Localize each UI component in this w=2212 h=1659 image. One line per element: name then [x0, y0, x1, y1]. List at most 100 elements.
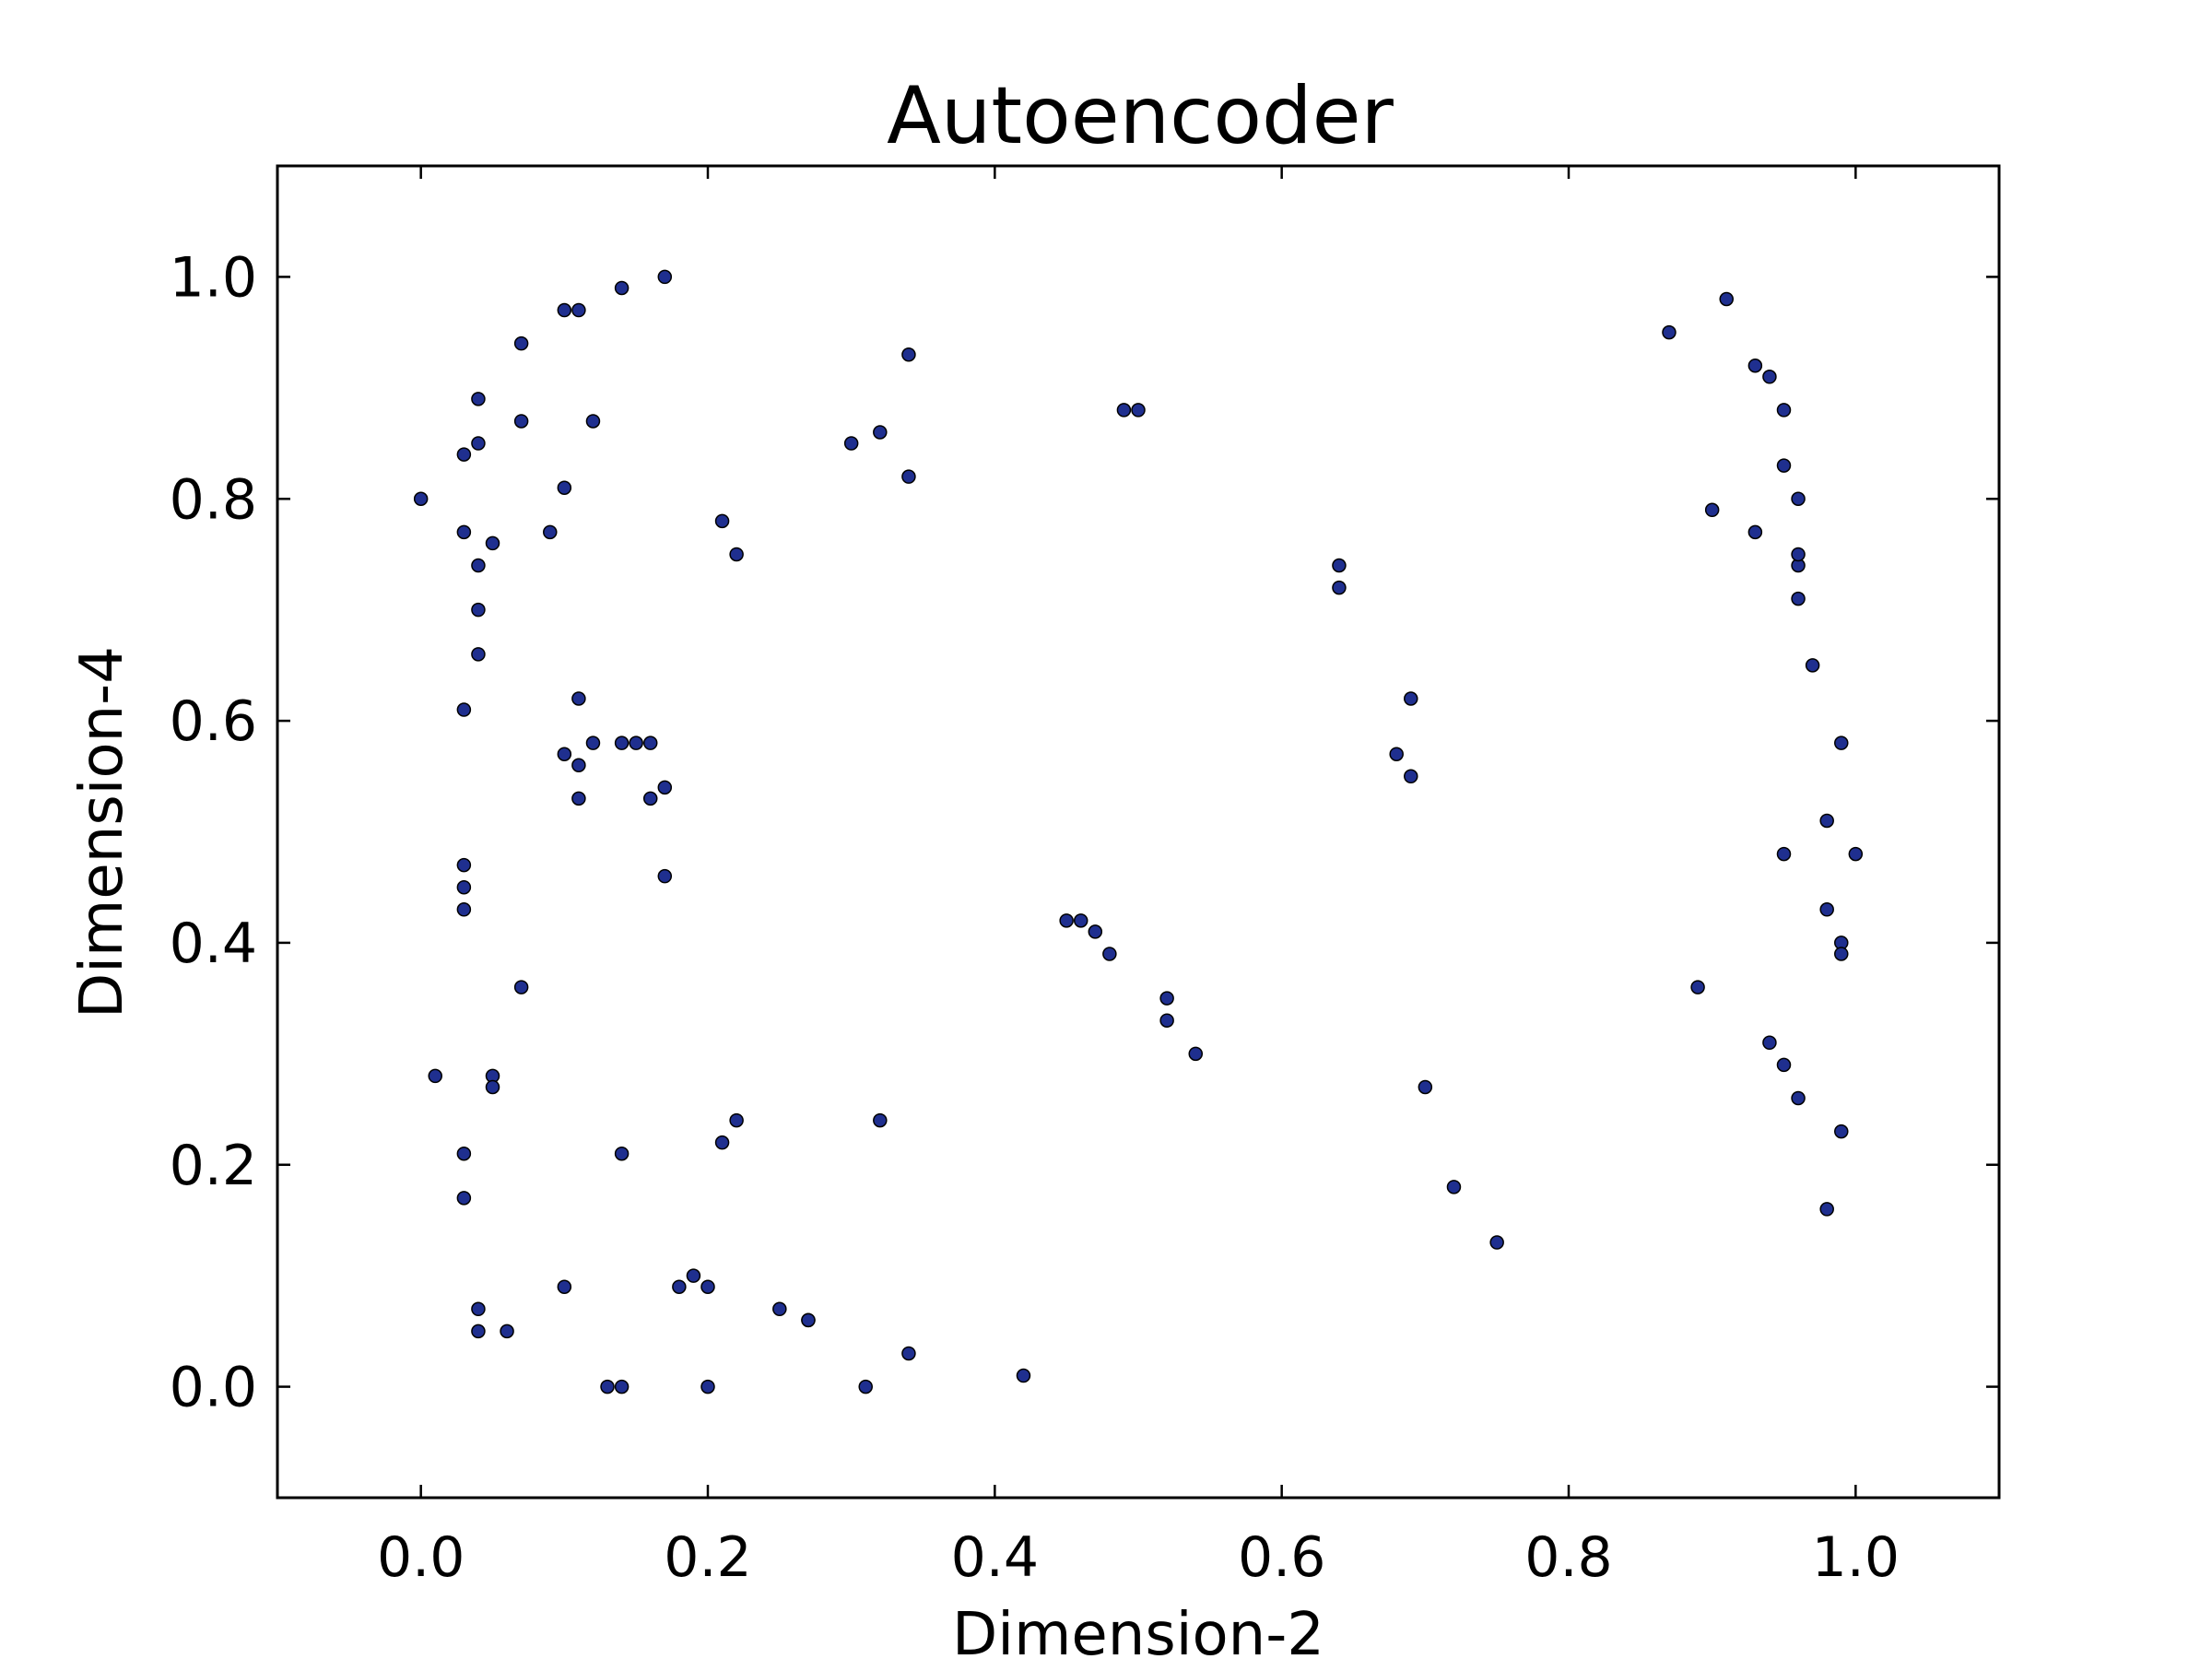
red-point-44 — [614, 1146, 629, 1161]
red-point-56 — [600, 1379, 615, 1394]
red-point-59 — [858, 1379, 873, 1394]
red-point-13 — [571, 302, 586, 318]
red-point-67 — [1159, 991, 1174, 1006]
red-point-45 — [873, 1112, 888, 1128]
red-point-32 — [642, 791, 658, 806]
red-point-36 — [456, 879, 472, 895]
red-point-50 — [672, 1279, 687, 1294]
y-tick-label-2: 0.4 — [170, 912, 257, 976]
x-tick-label-4: 0.8 — [1524, 1525, 1612, 1590]
blue-point-2 — [642, 735, 658, 750]
blue-point-13 — [1776, 1057, 1792, 1073]
glyph-layer — [482, 246, 1856, 1387]
red-point-74 — [1747, 359, 1763, 373]
red-point-84 — [1834, 735, 1849, 750]
red-point-21 — [901, 347, 916, 362]
y-axis: 0.0 0.2 0.4 0.6 0.8 1.0 — [170, 245, 1999, 1420]
red-point-70 — [1446, 1180, 1462, 1194]
red-point-66 — [1102, 947, 1117, 961]
y-tick-label-0: 0.0 — [170, 1356, 257, 1420]
x-tick-label-3: 0.6 — [1238, 1525, 1325, 1590]
red-point-72 — [1662, 324, 1677, 340]
red-point-47 — [471, 1324, 486, 1339]
red-point-79 — [1704, 502, 1720, 518]
blue-point-11 — [1776, 846, 1792, 862]
red-point-10 — [543, 524, 558, 540]
blue-point-9 — [1188, 1046, 1204, 1062]
red-point-65 — [1073, 913, 1088, 928]
red-point-82 — [1791, 591, 1806, 606]
red-point-69 — [1418, 1079, 1433, 1095]
red-point-71 — [1489, 1235, 1504, 1250]
red-point-90 — [1762, 1035, 1777, 1051]
blue-point-0 — [471, 647, 486, 662]
red-point-51 — [686, 1268, 701, 1283]
red-point-42 — [456, 1146, 472, 1161]
blue-point-7 — [1059, 913, 1074, 928]
red-point-0 — [413, 491, 429, 506]
blue-point-3 — [729, 1112, 744, 1128]
red-point-7 — [471, 436, 486, 451]
red-point-35 — [456, 857, 472, 873]
y-tick-label-4: 0.8 — [170, 467, 257, 532]
red-point-20 — [873, 425, 888, 440]
red-point-29 — [585, 735, 601, 750]
y-tick-label-3: 0.6 — [170, 689, 257, 754]
red-point-31 — [629, 735, 643, 750]
blue-point-4 — [714, 1135, 730, 1150]
red-point-22 — [901, 469, 916, 484]
red-point-86 — [1819, 902, 1834, 917]
red-point-12 — [557, 302, 572, 318]
red-point-41 — [485, 1079, 500, 1095]
red-point-85 — [1848, 846, 1864, 862]
red-point-62 — [1332, 558, 1347, 573]
red-point-48 — [500, 1324, 514, 1339]
red-point-88 — [1834, 947, 1849, 961]
blue-point-1 — [571, 691, 586, 706]
red-point-78 — [1791, 491, 1806, 506]
red-point-23 — [1116, 403, 1132, 418]
x-tick-label-5: 1.0 — [1812, 1525, 1900, 1590]
red-point-28 — [571, 791, 586, 806]
plot-frame — [276, 164, 2001, 1500]
red-point-61 — [1016, 1368, 1031, 1383]
blue-point-12 — [1819, 813, 1834, 829]
red-point-4 — [485, 535, 500, 551]
blue-point-6 — [1404, 769, 1418, 784]
red-point-25 — [456, 702, 472, 717]
red-point-34 — [657, 868, 673, 884]
red-point-33 — [657, 780, 673, 795]
red-point-19 — [843, 436, 859, 451]
red-point-15 — [614, 280, 629, 296]
red-point-57 — [614, 1379, 629, 1394]
x-tick-label-2: 0.4 — [951, 1525, 1039, 1590]
red-point-27 — [571, 758, 586, 772]
red-point-55 — [801, 1312, 816, 1328]
blue-point-10 — [1791, 547, 1806, 562]
x-tick-label-1: 0.2 — [664, 1525, 751, 1590]
chart-title: Autoencoder — [887, 70, 1394, 162]
red-point-3 — [471, 602, 486, 618]
y-tick-label-1: 0.2 — [170, 1134, 257, 1198]
red-point-39 — [428, 1068, 442, 1084]
red-point-80 — [1747, 524, 1763, 540]
red-point-37 — [456, 902, 472, 917]
red-point-77 — [1776, 458, 1792, 473]
red-point-73 — [1719, 291, 1734, 307]
red-point-24 — [1131, 403, 1146, 418]
red-point-16 — [657, 269, 673, 285]
blue-point-8 — [1088, 924, 1103, 939]
blue-point-5 — [1332, 580, 1347, 595]
red-point-8 — [513, 414, 529, 429]
red-point-30 — [614, 735, 629, 750]
red-point-52 — [700, 1279, 715, 1294]
red-point-92 — [1834, 1124, 1849, 1139]
red-point-58 — [700, 1379, 715, 1394]
red-point-63 — [1404, 691, 1418, 706]
point-layer — [413, 269, 1864, 1394]
red-point-6 — [471, 392, 486, 406]
red-point-75 — [1762, 370, 1777, 384]
red-point-53 — [772, 1301, 787, 1317]
red-point-68 — [1159, 1013, 1174, 1028]
